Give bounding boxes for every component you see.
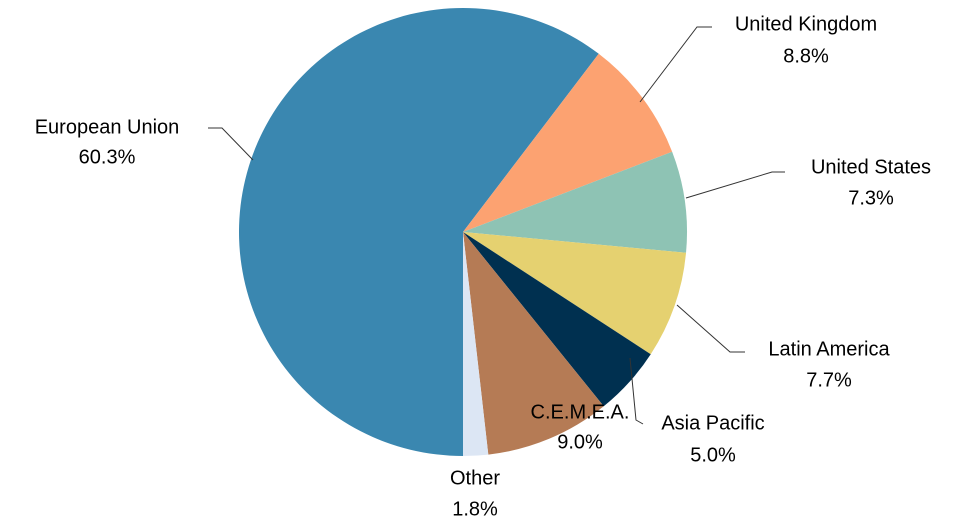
slice-value: 9.0% <box>557 431 603 453</box>
slice-label: European Union <box>35 116 180 138</box>
leader-line <box>208 127 254 161</box>
slice-value: 8.8% <box>783 45 829 67</box>
pie-slice <box>463 232 489 456</box>
pie-slice <box>463 232 651 407</box>
slice-label: United States <box>811 156 931 178</box>
leader-line <box>676 304 745 353</box>
pie-slice <box>463 53 673 232</box>
slice-label: Asia Pacific <box>661 412 764 434</box>
slice-label: C.E.M.E.A. <box>531 401 630 423</box>
slice-value: 7.7% <box>806 369 852 391</box>
pie-slice <box>463 151 687 253</box>
leader-line <box>629 357 644 425</box>
slice-label: United Kingdom <box>735 13 877 35</box>
slice-value: 7.3% <box>848 187 894 209</box>
slice-label: Other <box>450 467 500 489</box>
slice-label: Latin America <box>768 338 890 360</box>
slice-value: 1.8% <box>452 498 498 520</box>
slice-value: 60.3% <box>79 146 136 168</box>
pie-slice <box>239 7 599 457</box>
pie-slice <box>463 232 687 355</box>
leader-line <box>639 26 712 103</box>
pie-slice <box>463 232 604 455</box>
leader-line <box>685 171 785 199</box>
slice-value: 5.0% <box>690 444 736 466</box>
